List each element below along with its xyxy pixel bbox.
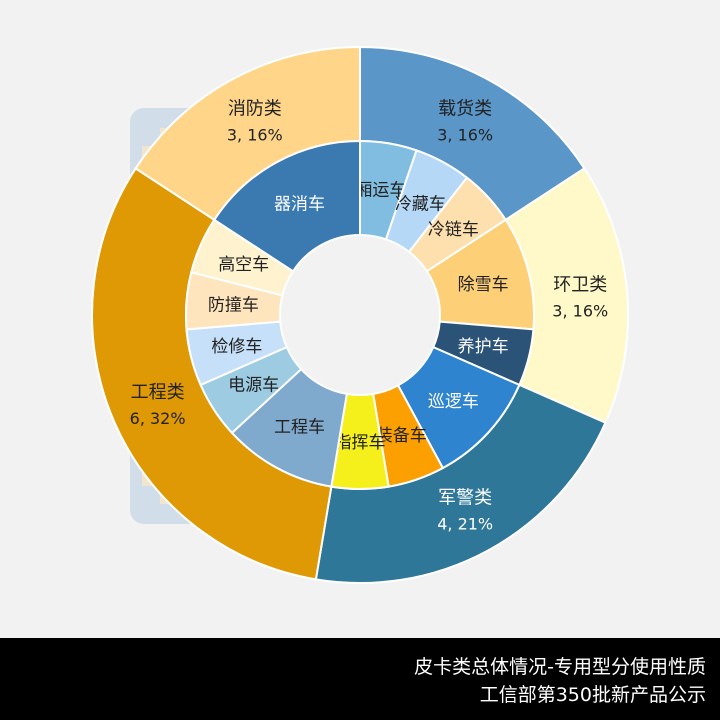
outer-slice-value-label: 3, 16%	[227, 126, 283, 145]
outer-slice-value-label: 3, 16%	[552, 302, 608, 321]
inner-slice-label: 指挥车	[335, 433, 386, 453]
outer-slice-label: 消防类	[228, 99, 282, 120]
footer-title: 皮卡类总体情况-专用型分使用性质	[414, 656, 706, 678]
inner-slice-label: 冷藏车	[395, 194, 446, 214]
inner-slice-label: 装备车	[376, 426, 427, 446]
inner-slice-label: 除雪车	[458, 275, 509, 295]
footer-source: 工信部第350批新产品公示	[479, 684, 706, 706]
inner-slice-label: 器消车	[274, 194, 325, 214]
outer-slice-label: 军警类	[438, 487, 492, 508]
inner-slice-label: 防撞车	[208, 296, 259, 316]
inner-slice-label: 检修车	[211, 337, 262, 357]
inner-slice-label: 工程车	[274, 418, 325, 438]
outer-slice-value-label: 3, 16%	[437, 126, 493, 145]
inner-slice-label: 厢运车	[355, 181, 406, 201]
inner-slice-label: 高空车	[218, 255, 269, 275]
outer-slice-value-label: 6, 32%	[130, 409, 186, 428]
outer-slice-label: 载货类	[438, 99, 492, 120]
donut-chart: 载货类 3, 16% 环卫类 3, 16% 军警类 4, 21% 工程类 6, 32% 消防类 3…	[91, 45, 629, 584]
inner-slice-label: 巡逻车	[428, 392, 479, 412]
inner-slice-label: 冷链车	[428, 220, 479, 240]
inner-slice-label: 养护车	[458, 337, 509, 357]
outer-slice-label: 环卫类	[553, 275, 607, 296]
outer-slice-value-label: 4, 21%	[437, 514, 493, 533]
inner-slice-13	[212, 139, 361, 273]
footer-bar: 皮卡类总体情况-专用型分使用性质 工信部第350批新产品公示	[0, 638, 720, 720]
outer-slice-label: 工程类	[131, 382, 185, 403]
inner-slice-label: 电源车	[228, 375, 279, 395]
